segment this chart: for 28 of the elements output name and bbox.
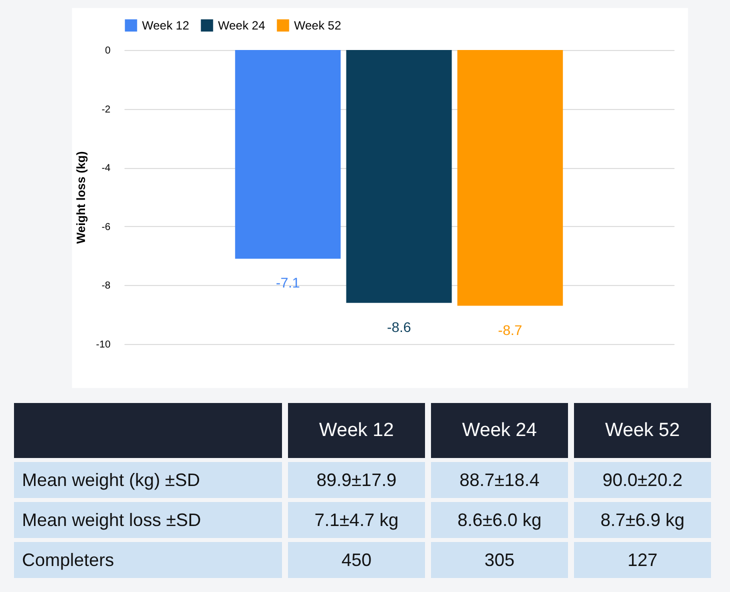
category-label: Mean weight loss ±SD bbox=[22, 510, 201, 530]
data-label: -8.6 bbox=[386, 318, 412, 335]
category-label: Week 52 bbox=[574, 403, 711, 458]
text: 89.9±17.9 bbox=[316, 470, 396, 490]
text: 450 bbox=[341, 550, 372, 570]
y-tick-label: -10 bbox=[96, 340, 111, 350]
category-label: Week 24 bbox=[431, 403, 568, 458]
data-label: -8.7 bbox=[498, 322, 522, 338]
text: 90.0±20.2 bbox=[602, 470, 682, 490]
y-tick-label: -8 bbox=[102, 280, 111, 292]
y-axis-title: Weight loss (kg) bbox=[74, 151, 88, 244]
text: 8.7±6.9 kg bbox=[600, 510, 684, 530]
legend-label: Week 12 bbox=[142, 18, 190, 32]
legend-label: Week 52 bbox=[294, 18, 342, 32]
y-tick-label: -4 bbox=[102, 163, 111, 174]
text: 305 bbox=[484, 550, 515, 570]
text: 8.6±6.0 kg bbox=[458, 510, 542, 530]
y-tick-label: 0 bbox=[104, 46, 111, 56]
data-label: -7.1 bbox=[276, 274, 300, 291]
legend-label: Week 24 bbox=[218, 18, 266, 32]
y-tick-label: -2 bbox=[102, 104, 111, 116]
text: 127 bbox=[627, 550, 658, 570]
category-label: Mean weight (kg) ±SD bbox=[22, 470, 200, 490]
category-label: Completers bbox=[22, 550, 114, 570]
category-label: Week 12 bbox=[288, 403, 425, 458]
y-tick-label: -6 bbox=[102, 222, 111, 233]
text: 88.7±18.4 bbox=[460, 470, 540, 490]
text: 7.1±4.7 kg bbox=[314, 510, 398, 530]
